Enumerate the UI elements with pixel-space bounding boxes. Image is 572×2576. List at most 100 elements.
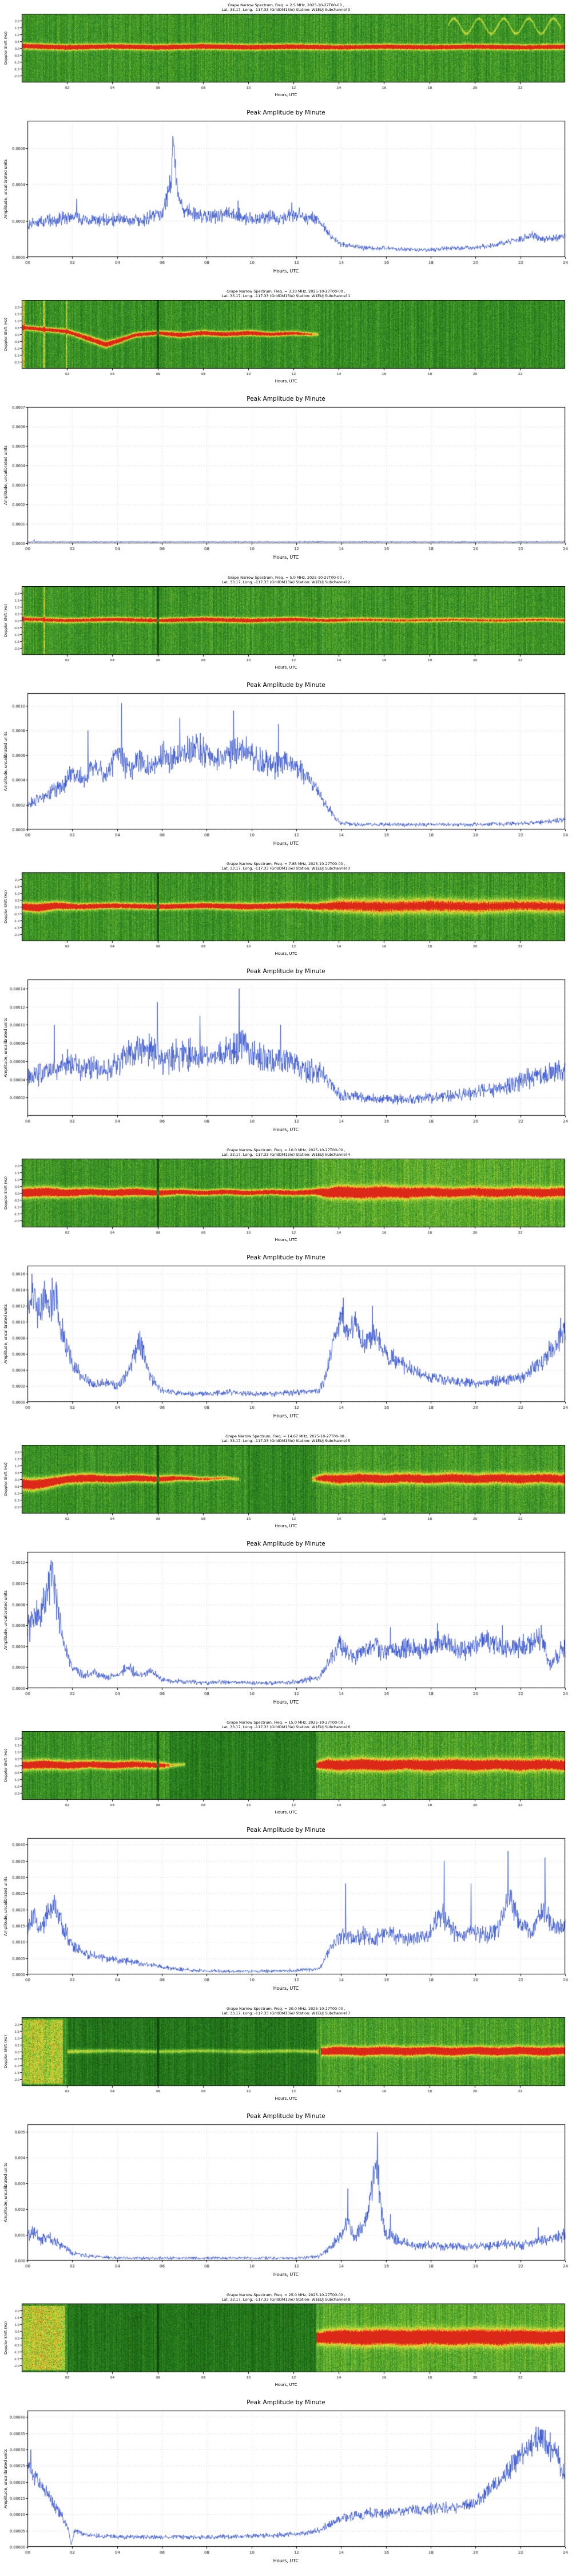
spectrogram-section-8: Grape Narrow Spectrum, Freq. = 25.0 MHz,… xyxy=(0,2290,572,2396)
frequency-pair-7: Grape Narrow Spectrum, Freq. = 20.0 MHz,… xyxy=(0,2004,572,2290)
spectrogram-plot xyxy=(0,300,572,379)
spectrogram-title-line1: Grape Narrow Spectrum, Freq. = 25.0 MHz,… xyxy=(227,2293,345,2297)
frequency-pair-1: Grape Narrow Spectrum, Freq. = 3.33 MHz,… xyxy=(0,286,572,572)
amplitude-plot xyxy=(0,1265,572,1412)
amplitude-title: Peak Amplitude by Minute xyxy=(247,682,325,689)
x-axis-label: Hours, UTC xyxy=(273,268,299,274)
amplitude-title: Peak Amplitude by Minute xyxy=(247,396,325,402)
spectrogram-title: Grape Narrow Spectrum, Freq. = 15.0 MHz,… xyxy=(0,1720,572,1729)
amplitude-section-2: Peak Amplitude by Minute Amplitude, unca… xyxy=(0,678,572,859)
amplitude-title: Peak Amplitude by Minute xyxy=(247,968,325,975)
spectrogram-section-5: Grape Narrow Spectrum, Freq. = 14.67 MHz… xyxy=(0,1431,572,1537)
amplitude-section-1: Peak Amplitude by Minute Amplitude, unca… xyxy=(0,392,572,572)
spectrogram-plot xyxy=(0,586,572,665)
x-axis-label: Hours, UTC xyxy=(275,93,297,97)
frequency-pair-2: Grape Narrow Spectrum, Freq. = 5.0 MHz, … xyxy=(0,572,572,859)
spectrogram-title: Grape Narrow Spectrum, Freq. = 25.0 MHz,… xyxy=(0,2293,572,2302)
x-axis-label: Hours, UTC xyxy=(273,1700,299,1705)
spectrogram-section-2: Grape Narrow Spectrum, Freq. = 5.0 MHz, … xyxy=(0,572,572,678)
amplitude-title: Peak Amplitude by Minute xyxy=(247,1827,325,1834)
amplitude-plot xyxy=(0,120,572,267)
spectrogram-title-line2: Lat. 33.17, Long. -117.33 (GridDM13ie) S… xyxy=(221,2297,351,2302)
spectrogram-section-7: Grape Narrow Spectrum, Freq. = 20.0 MHz,… xyxy=(0,2004,572,2109)
x-axis-label: Hours, UTC xyxy=(273,2272,299,2277)
spectrogram-section-4: Grape Narrow Spectrum, Freq. = 10.0 MHz,… xyxy=(0,1145,572,1251)
x-axis-label: Hours, UTC xyxy=(275,2383,297,2387)
amplitude-title: Peak Amplitude by Minute xyxy=(247,109,325,116)
spectrogram-plot xyxy=(0,872,572,951)
spectrogram-title-line2: Lat. 33.17, Long. -117.33 (GridDM13ie) S… xyxy=(221,1439,351,1443)
spectrogram-section-3: Grape Narrow Spectrum, Freq. = 7.85 MHz,… xyxy=(0,859,572,965)
spectrogram-title: Grape Narrow Spectrum, Freq. = 2.5 MHz, … xyxy=(0,3,572,12)
frequency-pair-3: Grape Narrow Spectrum, Freq. = 7.85 MHz,… xyxy=(0,859,572,1145)
x-axis-label: Hours, UTC xyxy=(275,379,297,384)
x-axis-label: Hours, UTC xyxy=(273,2558,299,2563)
amplitude-plot xyxy=(0,692,572,840)
x-axis-label: Hours, UTC xyxy=(275,1524,297,1528)
amplitude-plot xyxy=(0,406,572,554)
spectrogram-title: Grape Narrow Spectrum, Freq. = 20.0 MHz,… xyxy=(0,2006,572,2016)
spectrogram-title-line2: Lat. 33.17, Long. -117.33 (GridDM13ie) S… xyxy=(221,7,351,12)
spectrogram-section-0: Grape Narrow Spectrum, Freq. = 2.5 MHz, … xyxy=(0,0,572,106)
x-axis-label: Hours, UTC xyxy=(273,841,299,846)
spectrogram-title-line1: Grape Narrow Spectrum, Freq. = 14.67 MHz… xyxy=(225,1434,347,1439)
amplitude-section-6: Peak Amplitude by Minute Amplitude, unca… xyxy=(0,1823,572,2004)
frequency-pair-4: Grape Narrow Spectrum, Freq. = 10.0 MHz,… xyxy=(0,1145,572,1431)
spectrogram-title-line2: Lat. 33.17, Long. -117.33 (GridDM13ie) S… xyxy=(221,1152,351,1157)
x-axis-label: Hours, UTC xyxy=(275,951,297,956)
amplitude-section-5: Peak Amplitude by Minute Amplitude, unca… xyxy=(0,1537,572,1717)
spectrogram-title: Grape Narrow Spectrum, Freq. = 3.33 MHz,… xyxy=(0,289,572,298)
spectrogram-title-line1: Grape Narrow Spectrum, Freq. = 2.5 MHz, … xyxy=(228,3,344,7)
amplitude-section-8: Peak Amplitude by Minute Amplitude, unca… xyxy=(0,2396,572,2576)
amplitude-section-4: Peak Amplitude by Minute Amplitude, unca… xyxy=(0,1251,572,1431)
amplitude-plot xyxy=(0,1551,572,1698)
spectrogram-plot xyxy=(0,1445,572,1524)
spectrogram-plot xyxy=(0,2017,572,2096)
amplitude-title: Peak Amplitude by Minute xyxy=(247,1540,325,1547)
frequency-pair-0: Grape Narrow Spectrum, Freq. = 2.5 MHz, … xyxy=(0,0,572,286)
spectrogram-plot xyxy=(0,2304,572,2383)
spectrogram-plot xyxy=(0,1159,572,1238)
frequency-pair-5: Grape Narrow Spectrum, Freq. = 14.67 MHz… xyxy=(0,1431,572,1717)
amplitude-plot xyxy=(0,978,572,1126)
spectrogram-title-line2: Lat. 33.17, Long. -117.33 (GridDM13ie) S… xyxy=(221,2011,351,2016)
spectrogram-section-6: Grape Narrow Spectrum, Freq. = 15.0 MHz,… xyxy=(0,1717,572,1823)
amplitude-section-3: Peak Amplitude by Minute Amplitude, unca… xyxy=(0,965,572,1145)
spectrogram-plot xyxy=(0,14,572,93)
amplitude-plot xyxy=(0,2409,572,2557)
amplitude-title: Peak Amplitude by Minute xyxy=(247,1254,325,1261)
amplitude-title: Peak Amplitude by Minute xyxy=(247,2113,325,2120)
spectrogram-title-line2: Lat. 33.17, Long. -117.33 (GridDM13ie) S… xyxy=(221,294,351,298)
spectrogram-plot xyxy=(0,1731,572,1810)
spectrogram-title-line1: Grape Narrow Spectrum, Freq. = 10.0 MHz,… xyxy=(227,1148,345,1152)
x-axis-label: Hours, UTC xyxy=(273,555,299,560)
x-axis-label: Hours, UTC xyxy=(275,1810,297,1815)
x-axis-label: Hours, UTC xyxy=(273,1986,299,1991)
spectrogram-title-line2: Lat. 33.17, Long. -117.33 (GridDM13ie) S… xyxy=(221,580,351,584)
x-axis-label: Hours, UTC xyxy=(273,1413,299,1419)
x-axis-label: Hours, UTC xyxy=(275,1238,297,1242)
amplitude-plot xyxy=(0,2123,572,2271)
spectrogram-title-line1: Grape Narrow Spectrum, Freq. = 3.33 MHz,… xyxy=(227,289,345,294)
spectrogram-title: Grape Narrow Spectrum, Freq. = 7.85 MHz,… xyxy=(0,862,572,871)
spectrogram-title-line1: Grape Narrow Spectrum, Freq. = 5.0 MHz, … xyxy=(228,575,344,580)
spectrogram-title-line2: Lat. 33.17, Long. -117.33 (GridDM13ie) S… xyxy=(221,1725,351,1729)
amplitude-plot xyxy=(0,1837,572,1985)
spectrogram-title-line2: Lat. 33.17, Long. -117.33 (GridDM13ie) S… xyxy=(221,866,351,871)
spectrogram-title: Grape Narrow Spectrum, Freq. = 14.67 MHz… xyxy=(0,1434,572,1443)
frequency-pair-6: Grape Narrow Spectrum, Freq. = 15.0 MHz,… xyxy=(0,1717,572,2004)
amplitude-section-7: Peak Amplitude by Minute Amplitude, unca… xyxy=(0,2109,572,2290)
spectrogram-title-line1: Grape Narrow Spectrum, Freq. = 20.0 MHz,… xyxy=(227,2006,345,2011)
x-axis-label: Hours, UTC xyxy=(275,665,297,670)
spectrogram-section-1: Grape Narrow Spectrum, Freq. = 3.33 MHz,… xyxy=(0,286,572,392)
spectrogram-title: Grape Narrow Spectrum, Freq. = 5.0 MHz, … xyxy=(0,575,572,584)
amplitude-title: Peak Amplitude by Minute xyxy=(247,2399,325,2406)
amplitude-section-0: Peak Amplitude by Minute Amplitude, unca… xyxy=(0,106,572,286)
spectrogram-title-line1: Grape Narrow Spectrum, Freq. = 15.0 MHz,… xyxy=(227,1720,345,1725)
spectrogram-title-line1: Grape Narrow Spectrum, Freq. = 7.85 MHz,… xyxy=(227,862,345,866)
x-axis-label: Hours, UTC xyxy=(273,1127,299,1132)
spectrogram-title: Grape Narrow Spectrum, Freq. = 10.0 MHz,… xyxy=(0,1148,572,1157)
x-axis-label: Hours, UTC xyxy=(275,2096,297,2101)
frequency-pair-8: Grape Narrow Spectrum, Freq. = 25.0 MHz,… xyxy=(0,2290,572,2576)
